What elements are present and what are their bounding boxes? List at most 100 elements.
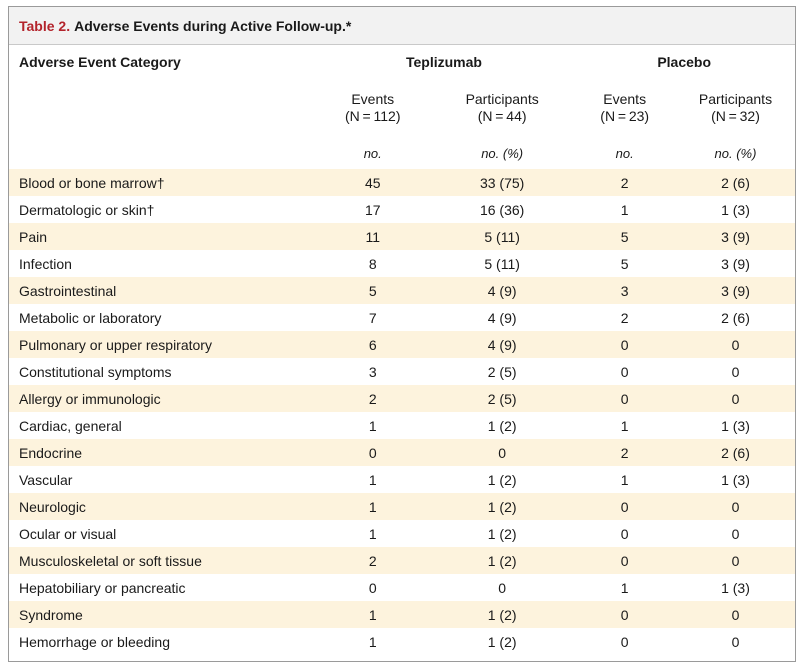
row-value: 33 (75): [430, 169, 574, 196]
table-row: Ocular or visual 1 1 (2) 0 0: [9, 520, 795, 547]
group-header-teplizumab: Teplizumab: [405, 54, 482, 70]
row-value: 2 (6): [721, 309, 750, 326]
row-value: 3 (9): [676, 223, 795, 250]
subheader-cell: Participants (N = 44): [431, 79, 573, 137]
table-body: Blood or bone marrow† 45 33 (75) 2 2 (6) Derm…: [9, 169, 795, 655]
subheader-row: Events (N = 112) Participants (N = 44) Eve…: [9, 79, 795, 137]
row-value: 0: [731, 525, 740, 542]
row-category: Constitutional symptoms: [19, 363, 172, 380]
row-category: Metabolic or laboratory: [19, 309, 162, 326]
row-value: 16 (36): [479, 201, 525, 218]
table-row: Pain 11 5 (11) 5 3 (9): [9, 223, 795, 250]
adverse-events-table: Adverse Event Category Teplizumab Placeb…: [9, 45, 795, 655]
row-value: 0: [620, 633, 629, 650]
row-value: 3 (9): [676, 277, 795, 304]
row-value: 0: [573, 385, 676, 412]
row-value: 2 (5): [487, 363, 517, 380]
table-row: Hepatobiliary or pancreatic 0 0 1 1 (3): [9, 574, 795, 601]
row-value: 1: [620, 579, 629, 596]
row-value: 1: [314, 493, 431, 520]
row-value: 0: [573, 547, 676, 574]
unit-cell: no.: [615, 145, 634, 161]
table-title-bar: Table 2. Adverse Events during Active Fo…: [9, 7, 795, 45]
row-value: 0: [573, 331, 676, 358]
row-value: 7: [368, 309, 377, 326]
row-value: 0: [314, 439, 431, 466]
unit-cell: no.: [363, 145, 382, 161]
unit-row: no. no. (%) no. no. (%): [9, 137, 795, 169]
row-value: 4 (9): [487, 309, 517, 326]
row-category: Dermatologic or skin†: [19, 201, 155, 218]
row-value: 5 (11): [484, 255, 520, 272]
table-label: Table 2.: [19, 17, 71, 34]
row-value: 2: [573, 439, 676, 466]
table-row: Blood or bone marrow† 45 33 (75) 2 2 (6): [9, 169, 795, 196]
row-value: 1 (3): [721, 471, 750, 488]
row-value: 2: [573, 169, 676, 196]
row-value: 1: [620, 201, 629, 218]
row-category: Blood or bone marrow†: [9, 169, 315, 196]
row-value: 2: [314, 385, 431, 412]
table-row: Neurologic 1 1 (2) 0 0: [9, 493, 795, 520]
subheader-line1: Events: [603, 91, 647, 107]
row-value: 1 (3): [721, 201, 750, 218]
table-row: Constitutional symptoms 3 2 (5) 0 0: [9, 358, 795, 385]
subheader-cell: Events (N = 112): [315, 79, 431, 137]
row-value: 45: [314, 169, 431, 196]
subheader-line1: Participants: [465, 91, 539, 107]
row-value: 5: [314, 277, 431, 304]
row-category: Gastrointestinal: [9, 277, 315, 304]
group-header-placebo: Placebo: [657, 54, 712, 70]
row-category: Syndrome: [9, 601, 315, 628]
subheader-line2: (N = 44): [477, 108, 527, 124]
row-value: 1: [314, 601, 431, 628]
subheader-line2: (N = 23): [600, 108, 650, 124]
row-category: Allergy or immunologic: [9, 385, 315, 412]
row-value: 0: [368, 579, 377, 596]
row-value: 0: [676, 331, 795, 358]
row-value: 0: [620, 525, 629, 542]
row-value: 3: [573, 277, 676, 304]
row-value: 4 (9): [430, 331, 574, 358]
row-category: Ocular or visual: [19, 525, 117, 542]
row-value: 1 (3): [721, 579, 750, 596]
row-value: 2 (6): [676, 439, 795, 466]
row-value: 0: [676, 493, 795, 520]
row-value: 1: [368, 417, 377, 434]
table-row: Dermatologic or skin† 17 16 (36) 1 1 (3): [9, 196, 795, 223]
row-value: 3: [368, 363, 377, 380]
row-value: 0: [676, 385, 795, 412]
row-value: 5: [620, 255, 629, 272]
row-category: Musculoskeletal or soft tissue: [9, 547, 315, 574]
table-row: Endocrine 0 0 2 2 (6): [9, 439, 795, 466]
row-value: 0: [731, 363, 740, 380]
subheader-spacer: [9, 79, 315, 137]
row-value: 3 (9): [721, 255, 750, 272]
row-value: 1 (2): [487, 525, 517, 542]
row-category: Neurologic: [9, 493, 315, 520]
table-row: Metabolic or laboratory 7 4 (9) 2 2 (6): [9, 304, 795, 331]
row-value: 1: [620, 417, 629, 434]
row-value: 6: [314, 331, 431, 358]
group-header-row: Adverse Event Category Teplizumab Placeb…: [9, 45, 795, 79]
unit-spacer: [9, 137, 315, 169]
table-row: Musculoskeletal or soft tissue 2 1 (2) 0 0: [9, 547, 795, 574]
row-value: 11: [314, 223, 431, 250]
row-value: 0: [430, 439, 574, 466]
subheader-cell: Participants (N = 32): [676, 79, 795, 137]
row-value: 1: [368, 471, 377, 488]
row-value: 0: [573, 601, 676, 628]
subheader-line1: Participants: [698, 91, 773, 107]
table-row: Vascular 1 1 (2) 1 1 (3): [9, 466, 795, 493]
row-value: 1 (2): [487, 417, 517, 434]
row-value: 0: [676, 601, 795, 628]
unit-cell: no. (%): [714, 145, 757, 161]
table-row: Pulmonary or upper respiratory 6 4 (9) 0 0: [9, 331, 795, 358]
table-row: Infection 8 5 (11) 5 3 (9): [9, 250, 795, 277]
row-value: 0: [620, 363, 629, 380]
table-row: Allergy or immunologic 2 2 (5) 0 0: [9, 385, 795, 412]
row-value: 5: [573, 223, 676, 250]
row-value: 17: [364, 201, 381, 218]
row-value: 1 (2): [430, 601, 574, 628]
row-value: 1: [368, 633, 377, 650]
